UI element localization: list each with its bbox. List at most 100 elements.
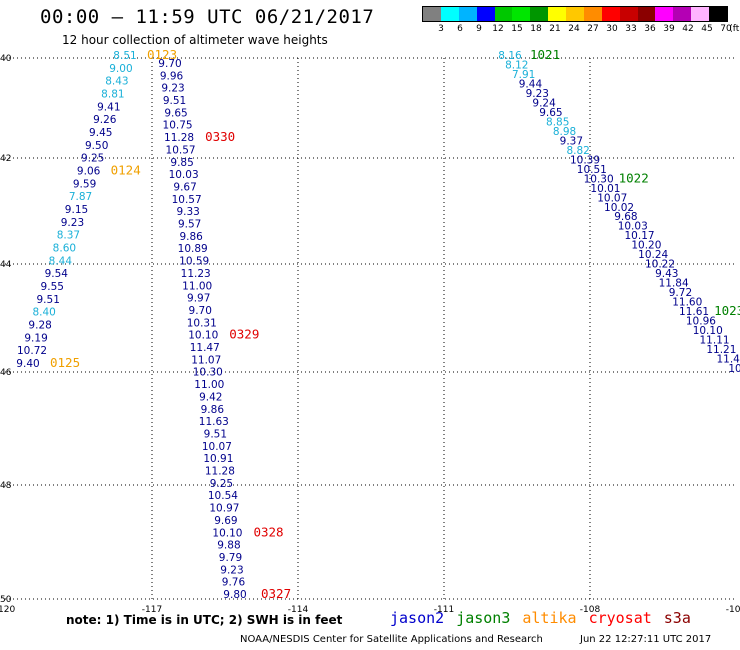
legend-label: 33 <box>625 24 637 34</box>
wave-height-value: 10.30 <box>584 173 614 185</box>
units-note: note: 1) Time is in UTC; 2) SWH is in fe… <box>66 613 343 627</box>
wave-height-value: 9.33 <box>176 206 199 218</box>
latitude-tick-label: 48 <box>0 481 12 491</box>
latitude-tick-label: 46 <box>0 368 12 378</box>
legend-swatch <box>619 7 638 21</box>
wave-height-value: 9.19 <box>24 332 47 344</box>
legend-swatch <box>583 7 602 21</box>
wave-height-value: 10.72 <box>17 345 47 357</box>
wave-height-value: 9.45 <box>89 127 112 139</box>
wave-height-value: 9.96 <box>160 70 184 82</box>
wave-height-value: 10.24 <box>638 249 668 261</box>
wave-height-value: 10.57 <box>166 144 196 156</box>
wave-height-value: 10 <box>728 363 740 375</box>
wave-height-value: 9.55 <box>41 281 64 293</box>
wave-height-value: 9.80 <box>223 589 246 601</box>
pass-time-label: 0124 <box>111 163 141 178</box>
legend-label: 12 <box>492 24 504 34</box>
latitude-tick-label: 50 <box>0 595 12 605</box>
wave-height-value: 8.51 <box>113 50 136 62</box>
wave-height-value: 9.23 <box>220 564 243 576</box>
wave-height-value: 9.97 <box>187 293 210 305</box>
wave-height-value: 8.44 <box>49 255 73 267</box>
wave-height-value: 9.44 <box>519 78 543 90</box>
wave-height-value: 11.47 <box>190 342 220 354</box>
latitude-tick-label: 44 <box>0 260 12 270</box>
wave-height-value: 9.37 <box>560 135 583 147</box>
wave-height-value: 11.28 <box>205 466 235 478</box>
wave-height-value: 9.79 <box>219 552 242 564</box>
pass-time-label: 1023 <box>714 303 740 318</box>
longitude-tick-label: -111 <box>434 605 454 615</box>
wave-height-value: 9.51 <box>204 428 227 440</box>
longitude-tick-label: -117 <box>142 605 162 615</box>
wave-height-value: 7.87 <box>69 191 92 203</box>
wave-height-value: 9.85 <box>170 157 193 169</box>
wave-height-value: 9.25 <box>81 153 104 165</box>
legend-label: 21 <box>549 24 561 34</box>
legend-swatch <box>512 7 531 21</box>
wave-height-value: 10.59 <box>179 256 209 268</box>
satellite-legend-item: jason2 <box>390 609 445 627</box>
legend-swatch <box>476 7 495 21</box>
wave-height-value: 10.02 <box>604 202 634 214</box>
wave-height-value: 9.70 <box>189 305 212 317</box>
wave-height-value: 9.51 <box>163 95 186 107</box>
wave-height-value: 9.88 <box>217 540 240 552</box>
wave-height-value: 10.07 <box>202 441 232 453</box>
wave-height-value: 9.23 <box>61 217 84 229</box>
wave-height-value: 9.65 <box>164 107 187 119</box>
latitude-tick-label: 40 <box>0 54 12 64</box>
wave-height-value: 11.4 <box>716 354 740 366</box>
wave-height-value: 11.11 <box>700 335 730 347</box>
legend-label: 30 <box>606 24 618 34</box>
legend-swatch <box>458 7 477 21</box>
wave-height-value: 9.86 <box>201 404 225 416</box>
longitude-tick-label: -120 <box>0 605 15 615</box>
legend-label: 45 <box>701 24 713 34</box>
wave-height-value: 11.63 <box>199 416 229 428</box>
legend-label: 42 <box>682 24 694 34</box>
wave-height-value: 10.10 <box>188 330 218 342</box>
legend-swatch <box>566 7 584 21</box>
wave-height-value: 7.91 <box>512 69 535 81</box>
wave-height-value: 9.23 <box>526 88 549 100</box>
wave-height-value: 10.03 <box>618 221 648 233</box>
satellite-legend-item: altika <box>522 609 577 627</box>
wave-height-value: 9.59 <box>73 178 96 190</box>
legend-swatch <box>494 7 513 21</box>
legend-label: 70 <box>720 24 732 34</box>
legend-label: 36 <box>644 24 656 34</box>
wave-height-value: 9.00 <box>109 63 132 75</box>
wave-height-value: 10.01 <box>590 183 620 195</box>
wave-height-value: 10.07 <box>597 192 627 204</box>
satellite-legend-item: jason3 <box>456 609 511 627</box>
wave-height-value: 11.28 <box>164 132 194 144</box>
wave-height-value: 9.41 <box>97 101 120 113</box>
legend-label: (ft) <box>729 24 740 34</box>
wave-height-value: 8.60 <box>53 243 76 255</box>
wave-height-value: 8.98 <box>553 126 576 138</box>
wave-height-value: 11.84 <box>659 278 689 290</box>
wave-height-value: 10.91 <box>203 453 233 465</box>
wave-height-value: 10.22 <box>645 259 675 271</box>
wave-height-value: 9.68 <box>614 211 637 223</box>
longitude-tick-label: -108 <box>580 605 601 615</box>
legend-swatch <box>601 7 620 21</box>
wave-height-value: 9.72 <box>669 287 692 299</box>
latitude-tick-label: 42 <box>0 154 11 164</box>
satellite-legend-item: cryosat <box>588 609 652 627</box>
wave-height-value: 10.51 <box>577 164 607 176</box>
wave-height-value: 8.43 <box>105 76 128 88</box>
longitude-tick-label: -105 <box>726 605 740 615</box>
legend-swatch <box>423 7 441 21</box>
wave-height-value: 9.65 <box>539 107 562 119</box>
wave-height-value: 11.61 <box>679 306 709 318</box>
pass-time-label: 1022 <box>619 170 649 185</box>
wave-height-value: 8.40 <box>32 307 55 319</box>
legend-swatch <box>530 7 549 21</box>
footer-timestamp: Jun 22 12:27:11 UTC 2017 <box>580 634 712 645</box>
legend-swatch <box>548 7 566 21</box>
wave-height-value: 11.60 <box>672 297 702 309</box>
